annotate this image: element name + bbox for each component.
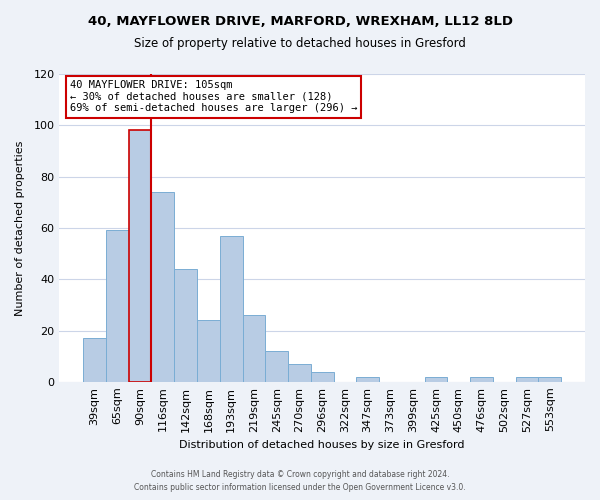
Bar bbox=[197, 320, 220, 382]
Bar bbox=[106, 230, 129, 382]
Bar bbox=[538, 376, 561, 382]
Bar bbox=[242, 315, 265, 382]
Bar bbox=[265, 351, 288, 382]
Y-axis label: Number of detached properties: Number of detached properties bbox=[15, 140, 25, 316]
Text: Size of property relative to detached houses in Gresford: Size of property relative to detached ho… bbox=[134, 38, 466, 51]
Bar bbox=[288, 364, 311, 382]
Bar bbox=[425, 376, 448, 382]
Bar bbox=[515, 376, 538, 382]
Text: Contains HM Land Registry data © Crown copyright and database right 2024.
Contai: Contains HM Land Registry data © Crown c… bbox=[134, 470, 466, 492]
Bar bbox=[151, 192, 174, 382]
Bar bbox=[356, 376, 379, 382]
X-axis label: Distribution of detached houses by size in Gresford: Distribution of detached houses by size … bbox=[179, 440, 465, 450]
Text: 40, MAYFLOWER DRIVE, MARFORD, WREXHAM, LL12 8LD: 40, MAYFLOWER DRIVE, MARFORD, WREXHAM, L… bbox=[88, 15, 512, 28]
Text: 40 MAYFLOWER DRIVE: 105sqm
← 30% of detached houses are smaller (128)
69% of sem: 40 MAYFLOWER DRIVE: 105sqm ← 30% of deta… bbox=[70, 80, 358, 114]
Bar bbox=[470, 376, 493, 382]
Bar bbox=[174, 269, 197, 382]
Bar bbox=[311, 372, 334, 382]
Bar bbox=[129, 130, 151, 382]
Bar bbox=[220, 236, 242, 382]
Bar bbox=[83, 338, 106, 382]
